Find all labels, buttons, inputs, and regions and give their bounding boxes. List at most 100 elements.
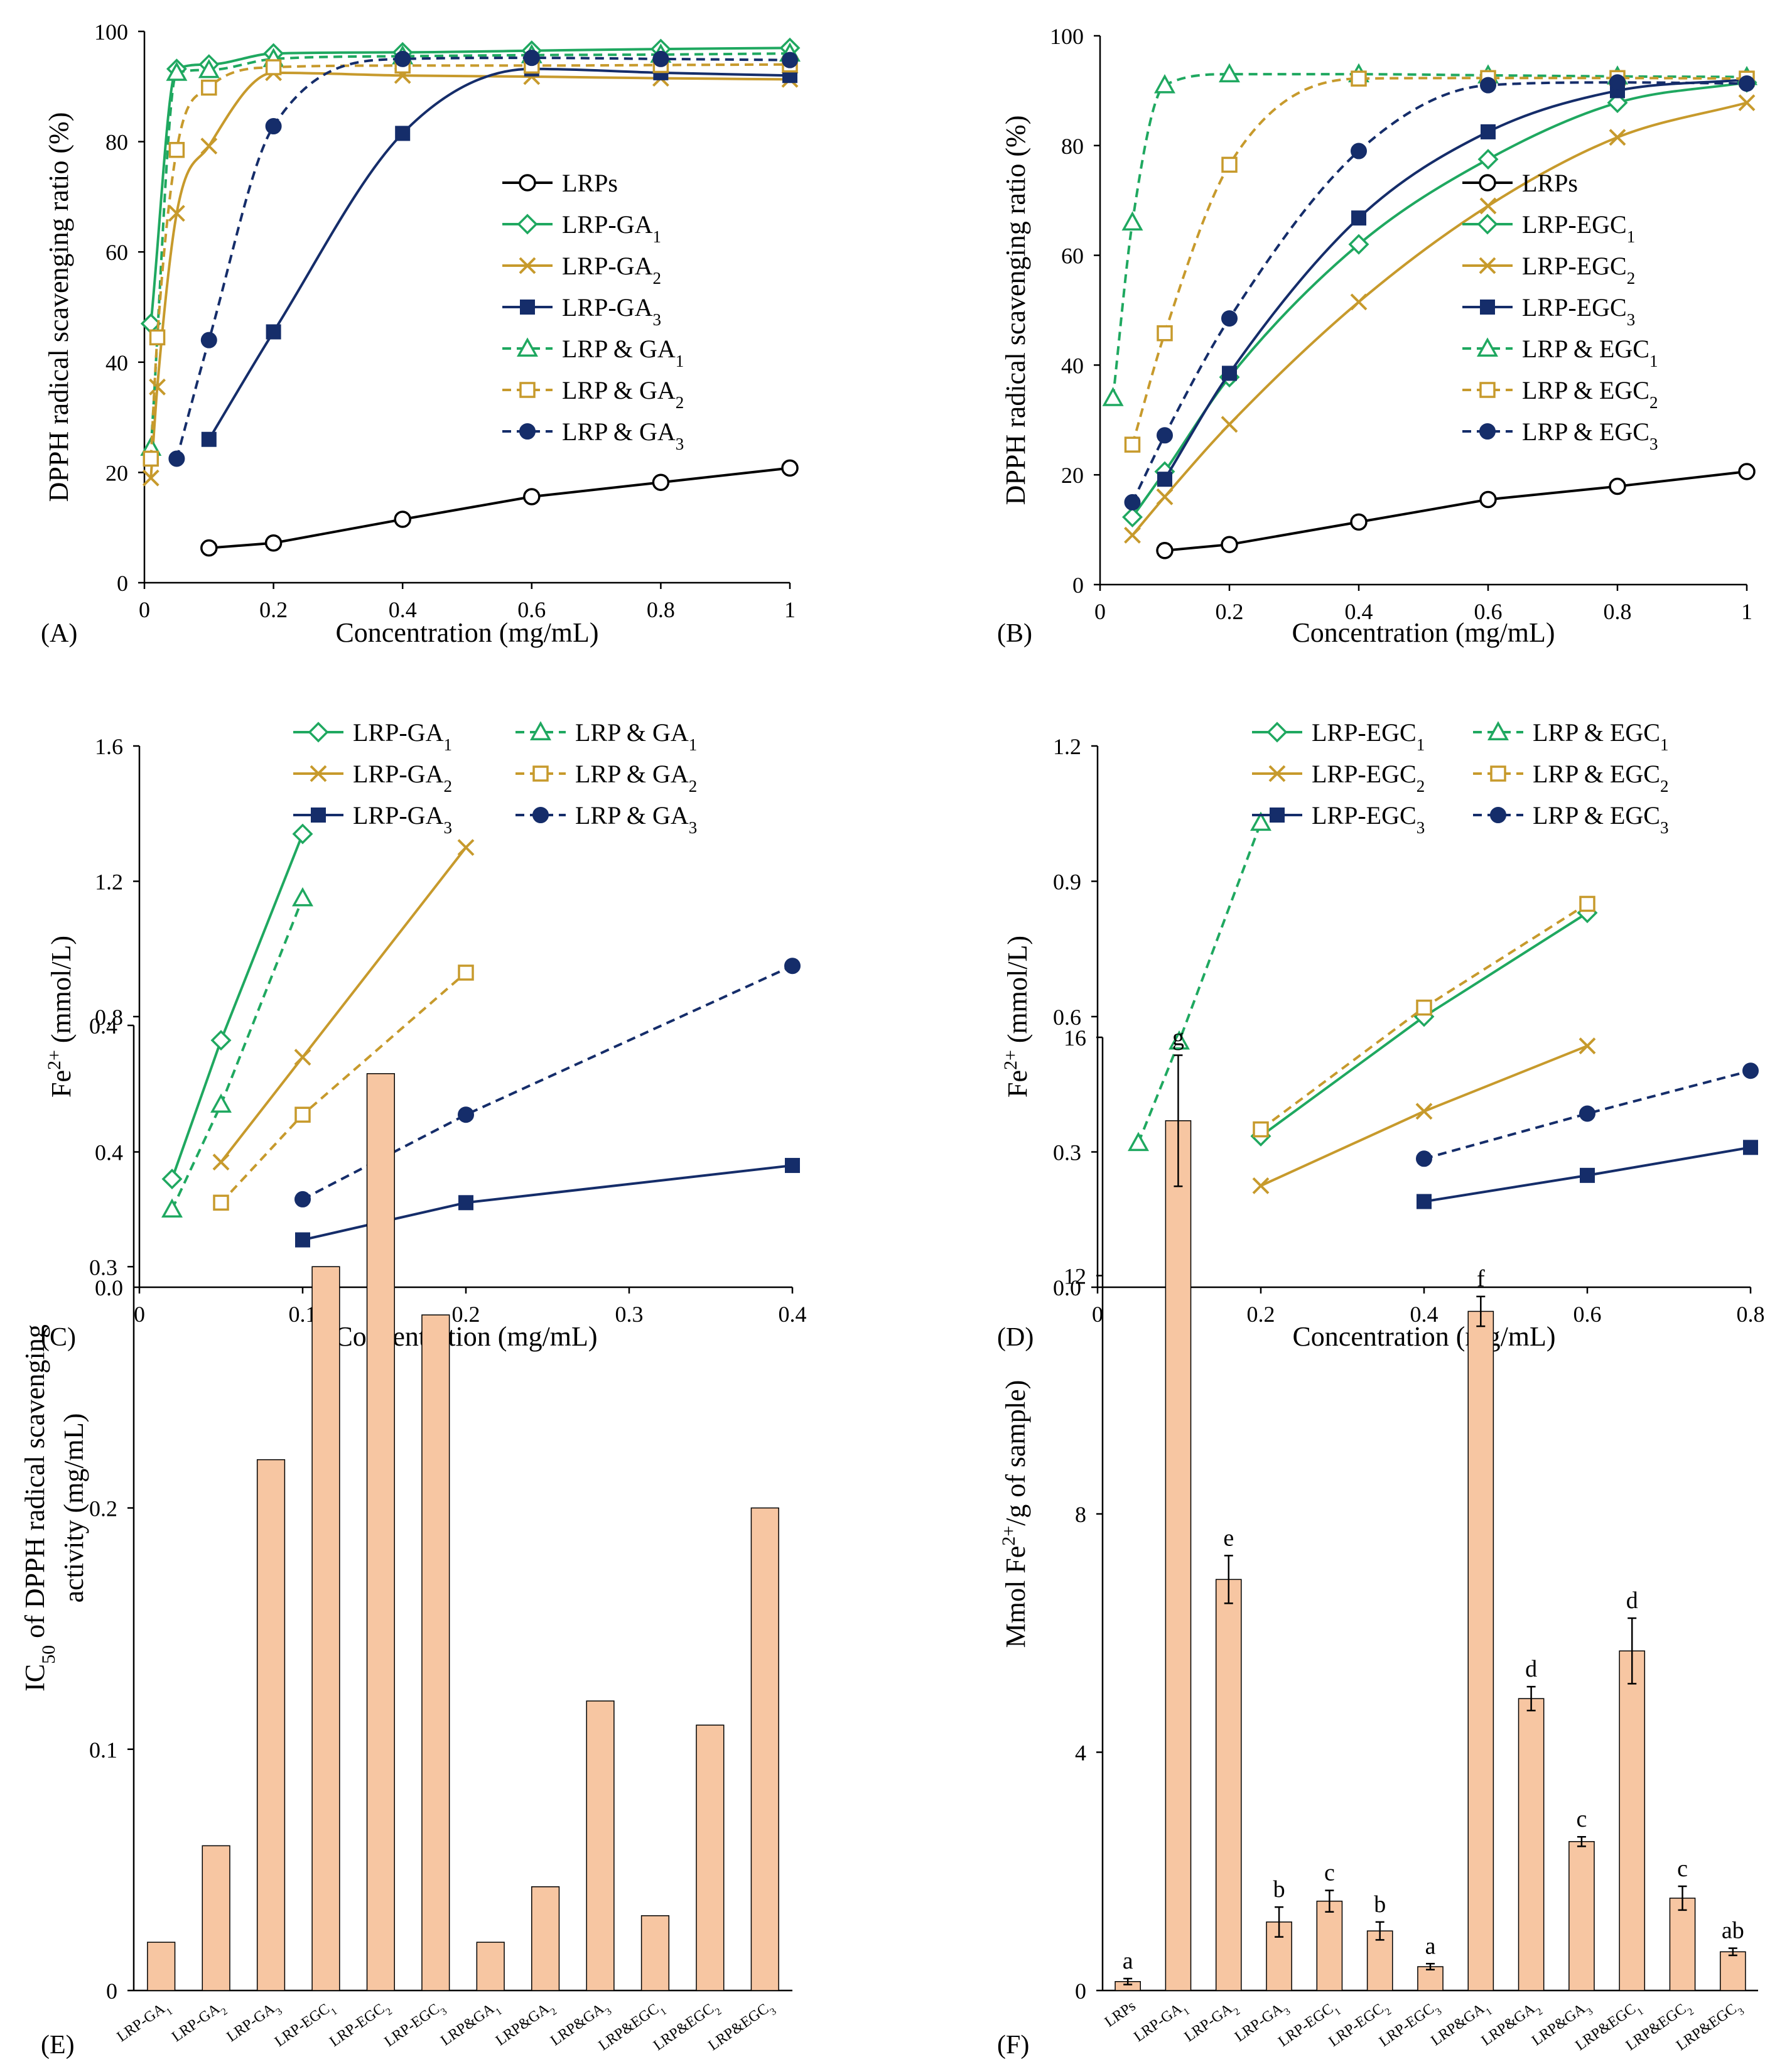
data-point — [1222, 365, 1237, 381]
significance-letter: b — [1374, 1891, 1386, 1918]
y-tick-label: 16 — [1064, 1025, 1086, 1051]
legend-marker — [311, 808, 326, 823]
data-point — [1607, 92, 1628, 114]
legend-marker — [1479, 174, 1496, 192]
legend: LRPs LRP-GA1 LRP-GA2 LRP-GA3 LRP & GA1 LRP & … — [502, 169, 684, 453]
data-point — [1121, 211, 1143, 231]
legend-label: LRP-EGC2 — [1522, 252, 1635, 288]
bar — [147, 1942, 176, 1991]
series-line — [171, 897, 304, 1210]
y-tick-label: 40 — [105, 350, 128, 375]
legend-marker — [310, 765, 327, 782]
series-line — [149, 63, 791, 459]
y-tick-label: 0.6 — [1053, 1005, 1081, 1030]
error-bar — [1325, 1889, 1334, 1913]
y-axis-label: Fe2+ (mmol/L) — [1000, 936, 1034, 1098]
data-point — [1154, 74, 1175, 94]
data-point — [294, 1191, 311, 1207]
legend-marker — [519, 257, 536, 274]
significance-letter: g — [1172, 1024, 1184, 1051]
bar — [640, 1915, 670, 1991]
legend-marker — [1490, 765, 1506, 782]
legend-marker — [532, 807, 549, 823]
data-point — [394, 510, 411, 528]
legend-label: LRP-EGC2 — [1312, 760, 1425, 796]
series-lrps — [1156, 463, 1756, 559]
data-point — [266, 324, 281, 340]
data-point — [1579, 1105, 1595, 1122]
significance-letter: d — [1626, 1587, 1638, 1614]
data-point — [1738, 463, 1756, 480]
data-point — [161, 1198, 183, 1218]
data-point — [200, 332, 217, 348]
x-tick-label: 0 — [1094, 599, 1106, 624]
data-point — [523, 50, 540, 67]
data-point — [1102, 387, 1124, 406]
data-point — [1417, 1194, 1432, 1209]
y-tick-label: 0 — [1075, 1979, 1086, 2004]
data-point — [784, 958, 801, 975]
data-point — [201, 79, 217, 96]
data-point — [394, 50, 411, 67]
legend-marker — [1266, 721, 1288, 743]
data-point — [198, 58, 220, 78]
data-point — [149, 329, 166, 346]
x-tick-label: 0.4 — [1345, 599, 1373, 624]
x-tick-label: 0.4 — [389, 597, 417, 622]
series-lrp-and-ga3 — [294, 958, 801, 1207]
x-tick-label: 0.8 — [1604, 599, 1632, 624]
legend-label: LRP-GA2 — [562, 252, 661, 288]
significance-letter: c — [1324, 1860, 1335, 1886]
series-lrp-and-ga1 — [140, 42, 801, 456]
bar — [1366, 1930, 1393, 1991]
legend-label: LRP-EGC3 — [1312, 801, 1425, 837]
bar — [476, 1942, 505, 1991]
y-tick-label: 0.2 — [89, 1496, 117, 1521]
x-tick-label: 0.3 — [615, 1302, 644, 1327]
y-tick-label: 0 — [106, 1979, 117, 2004]
data-point — [1580, 1167, 1595, 1183]
y-tick-label: 40 — [1061, 353, 1084, 378]
error-bar — [1426, 1963, 1435, 1971]
data-point — [1609, 477, 1626, 495]
x-tick-label: 0.2 — [1216, 599, 1244, 624]
data-point — [1221, 536, 1238, 553]
legend-marker — [532, 765, 549, 782]
data-point — [292, 887, 313, 907]
data-point — [1221, 156, 1238, 173]
significance-letter: f — [1477, 1266, 1485, 1292]
series-lrp-ga3 — [295, 1158, 800, 1248]
category-label: LRP-GA2 — [1182, 1998, 1242, 2049]
error-bar — [1678, 1885, 1687, 1911]
significance-letter: c — [1576, 1806, 1587, 1832]
chart-panel-a: 0 20 40 60 80 100 0 0.2 0.4 0.6 0.8 1 (A) Concentrati… — [41, 19, 801, 648]
series-lrp-egc1 — [1122, 72, 1757, 527]
significance-letter: c — [1677, 1856, 1688, 1882]
y-tick-label: 20 — [105, 460, 128, 485]
series-line — [1164, 470, 1747, 552]
y-tick-label: 0.8 — [95, 1005, 123, 1030]
legend-marker — [1490, 807, 1506, 823]
data-point — [1609, 129, 1626, 146]
series-lrp-and-egc3 — [1416, 1062, 1759, 1167]
chart-panel-b: 0 20 40 60 80 100 0 0.2 0.4 0.6 0.8 1 (B) Concentrati… — [997, 24, 1757, 648]
data-point — [1416, 1150, 1432, 1167]
data-point — [142, 469, 159, 487]
y-tick-label: 1.6 — [95, 734, 123, 759]
error-bar — [1275, 1906, 1284, 1938]
y-axis-label: DPPH radical scavenging ratio (%) — [43, 112, 74, 502]
legend-marker — [1477, 213, 1498, 235]
series-line — [1423, 1069, 1751, 1160]
y-axis-label: Fe2+ (mmol/L) — [44, 936, 77, 1098]
legend-label: LRP & GA3 — [562, 418, 684, 453]
y-tick-label: 100 — [1050, 24, 1084, 49]
series-line — [220, 971, 467, 1204]
y-tick-label: 0 — [117, 571, 128, 596]
series-line — [208, 67, 791, 440]
x-tick-label: 0 — [134, 1302, 145, 1327]
data-point — [1350, 513, 1368, 531]
legend-label: LRP-EGC1 — [1522, 210, 1635, 246]
category-label: LRPs — [1102, 1998, 1139, 2031]
y-tick-label: 0.0 — [1053, 1275, 1081, 1300]
bar — [750, 1507, 779, 1991]
